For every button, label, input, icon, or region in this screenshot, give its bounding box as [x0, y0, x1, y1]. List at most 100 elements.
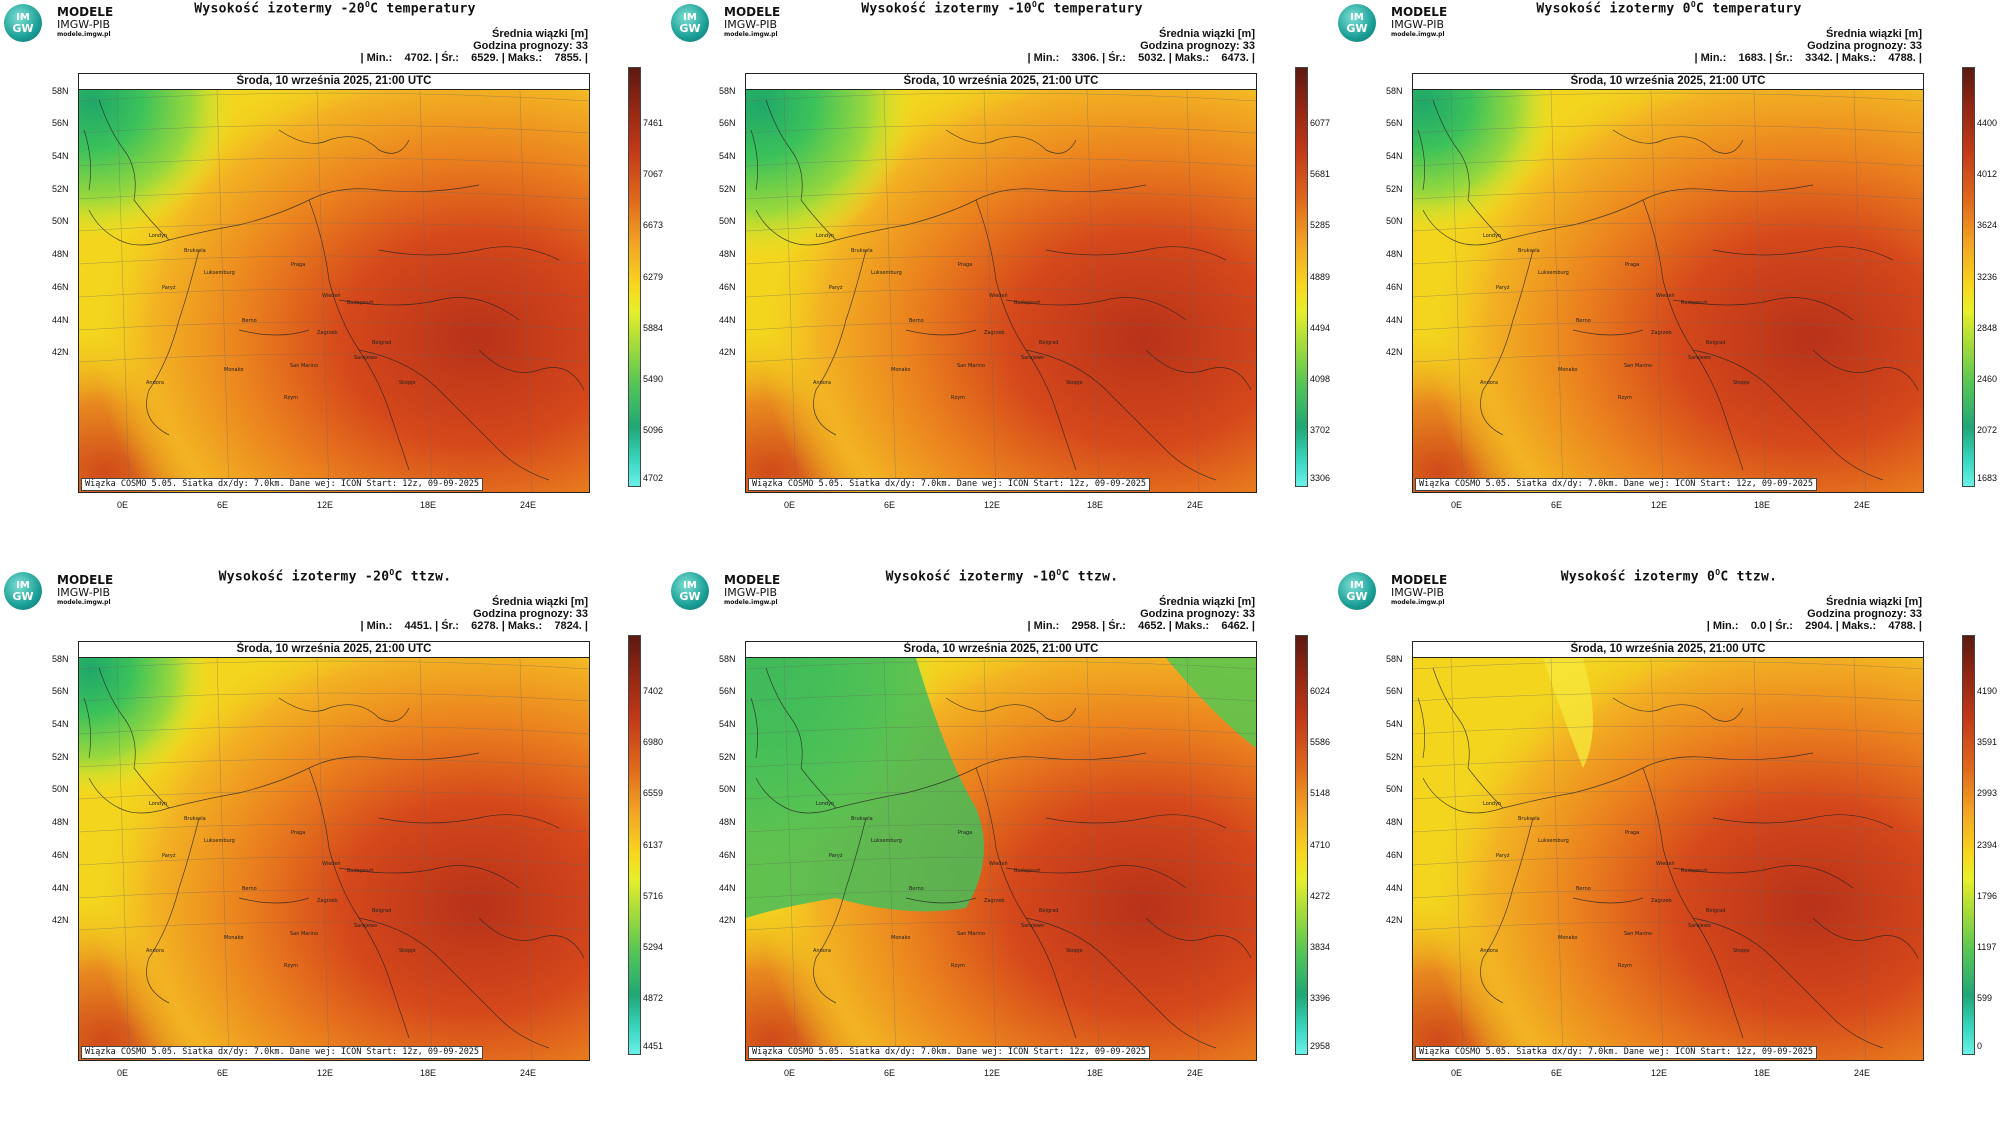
logo-url: modele.imgw.pl [724, 31, 778, 38]
map-field[interactable]: Londyn Bruksela Paryż Luksemburg Praga Wiedeń… [1413, 658, 1923, 1060]
map-field[interactable]: Londyn Bruksela Paryż Luksemburg Praga Wiedeń… [1413, 90, 1923, 492]
forecast-panel: IM GW MODELE IMGW-PIB modele.imgw.pl Wyso… [667, 568, 1334, 1136]
map-field[interactable]: Londyn Bruksela Paryż Luksemburg Praga Wiedeń… [746, 658, 1256, 1060]
lon-label: 18E [1087, 1068, 1104, 1078]
lat-label: 50N [719, 216, 736, 226]
city-label: Rzym [951, 963, 965, 969]
height-field [1413, 90, 1923, 492]
map-frame: Środa, 10 września 2025, 21:00 UTC Londy… [745, 73, 1257, 493]
subtitle-mean: Średnia wiązki [m] [1826, 28, 1922, 40]
colorbar-label: 6137 [643, 839, 664, 850]
lon-label: 0E [784, 1068, 796, 1078]
logo-title: MODELE [1391, 573, 1448, 587]
colorbar-label: 4098 [1310, 374, 1331, 384]
stats-block: Średnia wiązki [m] Godzina prognozy: 33 … [1694, 28, 1922, 64]
stats-line: | Min.: 4702. | Śr.: 6529. | Maks.: 7855… [360, 52, 588, 64]
colorbar-label: 4272 [1310, 890, 1331, 901]
city-label: Skopje [1733, 380, 1750, 386]
lon-label: 24E [1854, 500, 1871, 510]
city-label: San Marino [1624, 931, 1653, 937]
colorbar-label: 1683 [1977, 473, 1998, 483]
imgw-logo[interactable]: IM GW MODELE IMGW-PIB modele.imgw.pl [671, 4, 821, 44]
city-label: Praga [291, 830, 306, 836]
colorbar-label: 3834 [1310, 942, 1331, 952]
forecast-panel: IM GW MODELE IMGW-PIB modele.imgw.pl Wyso… [0, 568, 667, 1136]
map-field[interactable]: Londyn Bruksela Paryż Luksemburg Praga Wiedeń… [746, 90, 1256, 492]
city-label: Berno [909, 318, 924, 324]
colorbar [628, 67, 641, 487]
colorbar-label: 5285 [1310, 220, 1331, 231]
city-label: Paryż [829, 285, 843, 291]
colorbar-label: 1796 [1977, 890, 1998, 901]
lat-label: 52N [719, 184, 736, 194]
lat-label: 48N [719, 249, 736, 259]
height-field [79, 90, 589, 492]
colorbar-label: 2394 [1977, 839, 1998, 850]
lat-label: 50N [1386, 784, 1403, 794]
city-label: Paryż [1496, 853, 1510, 859]
city-label: Sarajewo [354, 923, 377, 929]
colorbar-label: 3624 [1977, 220, 1998, 231]
subtitle-hour: Godzina prognozy: 33 [1140, 40, 1255, 52]
lon-label: 24E [1187, 500, 1204, 510]
imgw-logo[interactable]: IM GW MODELE IMGW-PIB modele.imgw.pl [4, 4, 154, 44]
lon-label: 12E [1651, 1068, 1668, 1078]
lat-label: 58N [52, 654, 69, 664]
map-date: Środa, 10 września 2025, 21:00 UTC [1413, 74, 1923, 90]
city-label: Belgrad [372, 340, 392, 346]
city-label: Wiedeń [1656, 293, 1675, 299]
lon-label: 24E [1187, 1068, 1204, 1078]
imgw-logo[interactable]: IM GW MODELE IMGW-PIB modele.imgw.pl [1338, 4, 1488, 44]
imgw-logo-icon: IM GW [671, 572, 709, 610]
colorbar-label: 2993 [1977, 788, 1998, 799]
colorbar-label: 5096 [643, 425, 664, 436]
subtitle-hour: Godzina prognozy: 33 [1807, 40, 1922, 52]
city-label: Bruksela [1518, 248, 1540, 254]
city-label: Budapeszt [347, 300, 374, 306]
stats-block: Średnia wiązki [m] Godzina prognozy: 33 … [1707, 596, 1922, 632]
lat-label: 46N [52, 282, 69, 292]
lat-label: 48N [719, 817, 736, 827]
map-field[interactable]: Londyn Bruksela Paryż Luksemburg Praga Wiedeń… [79, 90, 589, 492]
stats-block: Średnia wiązki [m] Godzina prognozy: 33 … [360, 28, 588, 64]
colorbar-label: 6077 [1310, 118, 1331, 128]
lon-label: 6E [884, 500, 896, 510]
colorbar-label: 7067 [643, 169, 664, 180]
forecast-panel: IM GW MODELE IMGW-PIB modele.imgw.pl Wyso… [1334, 0, 2000, 568]
forecast-panel: IM GW MODELE IMGW-PIB modele.imgw.pl Wyso… [667, 0, 1334, 568]
imgw-logo[interactable]: IM GW MODELE IMGW-PIB modele.imgw.pl [671, 572, 821, 612]
lon-label: 24E [520, 500, 537, 510]
colorbar [1295, 635, 1308, 1055]
panel-title: Wysokość izotermy -10OC ttzw. [885, 568, 1119, 585]
imgw-logo[interactable]: IM GW MODELE IMGW-PIB modele.imgw.pl [4, 572, 154, 612]
lon-label: 18E [1087, 500, 1104, 510]
imgw-logo[interactable]: IM GW MODELE IMGW-PIB modele.imgw.pl [1338, 572, 1488, 612]
lat-label: 58N [52, 86, 69, 96]
lat-label: 48N [1386, 817, 1403, 827]
city-label: Zagrzeb [984, 898, 1005, 904]
logo-title: MODELE [57, 573, 114, 587]
logo-url: modele.imgw.pl [57, 599, 111, 606]
city-label: Zagrzeb [1651, 330, 1672, 336]
lat-label: 58N [1386, 86, 1403, 96]
city-label: Andora [1480, 948, 1498, 954]
map-footer: Wiązka COSMO 5.05. Siatka dx/dy: 7.0km. … [81, 1046, 484, 1059]
city-label: Andora [1480, 380, 1498, 386]
lat-label: 56N [719, 686, 736, 696]
colorbar-label: 3236 [1977, 271, 1998, 282]
city-label: Wiedeń [989, 861, 1008, 867]
city-label: Skopje [399, 380, 416, 386]
lat-label: 48N [52, 817, 69, 827]
city-label: San Marino [957, 363, 986, 369]
city-label: Andora [813, 380, 831, 386]
lat-label: 48N [52, 249, 69, 259]
map-field[interactable]: Londyn Bruksela Paryż Luksemburg Praga Wiedeń… [79, 658, 589, 1060]
map-date: Środa, 10 września 2025, 21:00 UTC [746, 74, 1256, 90]
city-label: Monako [1558, 367, 1578, 373]
imgw-logo-icon: IM GW [4, 572, 42, 610]
lon-label: 0E [117, 500, 129, 510]
subtitle-mean: Średnia wiązki [m] [1826, 596, 1922, 608]
city-label: Sarajewo [1688, 355, 1711, 361]
colorbar-label: 7402 [643, 686, 664, 696]
colorbar-label: 3396 [1310, 993, 1331, 1004]
